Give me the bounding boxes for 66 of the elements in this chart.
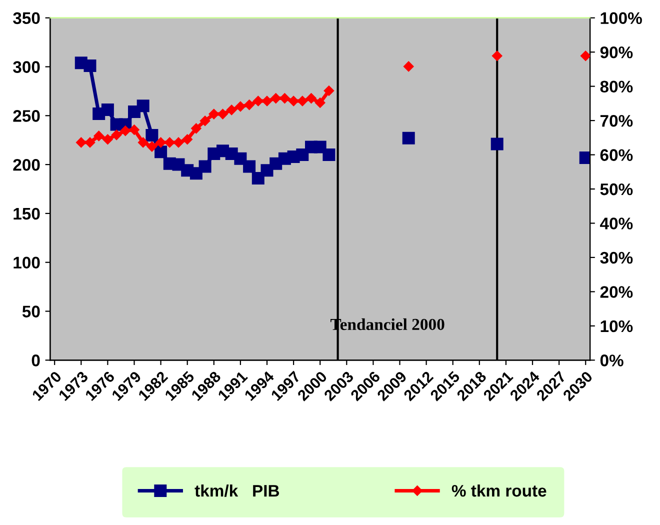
point: [490, 138, 504, 150]
point: [235, 101, 246, 112]
point: [208, 108, 220, 120]
point: [262, 96, 272, 106]
point: [270, 93, 281, 104]
legend-label: % tkm route: [452, 484, 546, 497]
y-tick-label: 350: [13, 12, 40, 24]
point: [580, 50, 590, 61]
y2-tick-label: 80%: [600, 80, 633, 93]
point: [200, 116, 210, 126]
point: [146, 128, 158, 142]
point: [84, 60, 96, 72]
y-tick-label: 150: [14, 208, 40, 220]
y2-tick-label: 70%: [600, 114, 633, 127]
point: [164, 137, 175, 148]
y-tick-label: 250: [13, 110, 40, 122]
point: [94, 130, 104, 142]
point: [314, 98, 326, 108]
point: [138, 137, 148, 148]
point: [244, 100, 254, 110]
y2-tick-label: 100%: [600, 12, 642, 24]
point: [84, 137, 96, 148]
point: [182, 134, 192, 144]
point: [322, 148, 336, 162]
point: [173, 137, 184, 148]
y2-tick-label: 50%: [600, 183, 633, 196]
point: [280, 93, 290, 104]
y-tick-label: 200: [13, 158, 40, 171]
point: [403, 61, 414, 72]
point: [76, 137, 86, 148]
point: [297, 96, 308, 106]
point: [101, 104, 114, 116]
point: [234, 152, 247, 165]
y2-tick-label: 60%: [600, 149, 633, 161]
y2-tick-label: 40%: [600, 218, 633, 230]
point: [288, 96, 299, 106]
point: [120, 126, 131, 136]
point: [243, 160, 256, 173]
y2-tick-label: 90%: [600, 46, 633, 58]
y2-tick-label: 0%: [600, 354, 624, 366]
point: [324, 86, 334, 96]
point: [579, 151, 590, 164]
point: [156, 137, 166, 148]
point: [198, 160, 212, 173]
point: [306, 93, 316, 104]
y2-tick-label: 10%: [600, 320, 633, 332]
y2-tick-label: 20%: [600, 286, 633, 298]
point: [402, 132, 415, 144]
point: [191, 123, 202, 134]
legend-label: tkm/k PIB: [194, 484, 280, 497]
y2-tick-label: 30%: [600, 252, 633, 264]
point: [111, 130, 122, 140]
y-tick-label: 50: [22, 306, 40, 318]
point: [154, 146, 168, 158]
point: [146, 141, 158, 152]
point: [253, 96, 264, 106]
point: [136, 100, 150, 112]
point: [129, 124, 140, 135]
point: [218, 108, 228, 120]
point: [296, 148, 309, 162]
y-tick-label: 300: [13, 61, 40, 73]
point: [102, 134, 113, 144]
point: [226, 104, 237, 116]
y-tick-label: 0: [32, 354, 40, 366]
point: [492, 50, 502, 61]
y-tick-label: 100: [14, 256, 40, 269]
